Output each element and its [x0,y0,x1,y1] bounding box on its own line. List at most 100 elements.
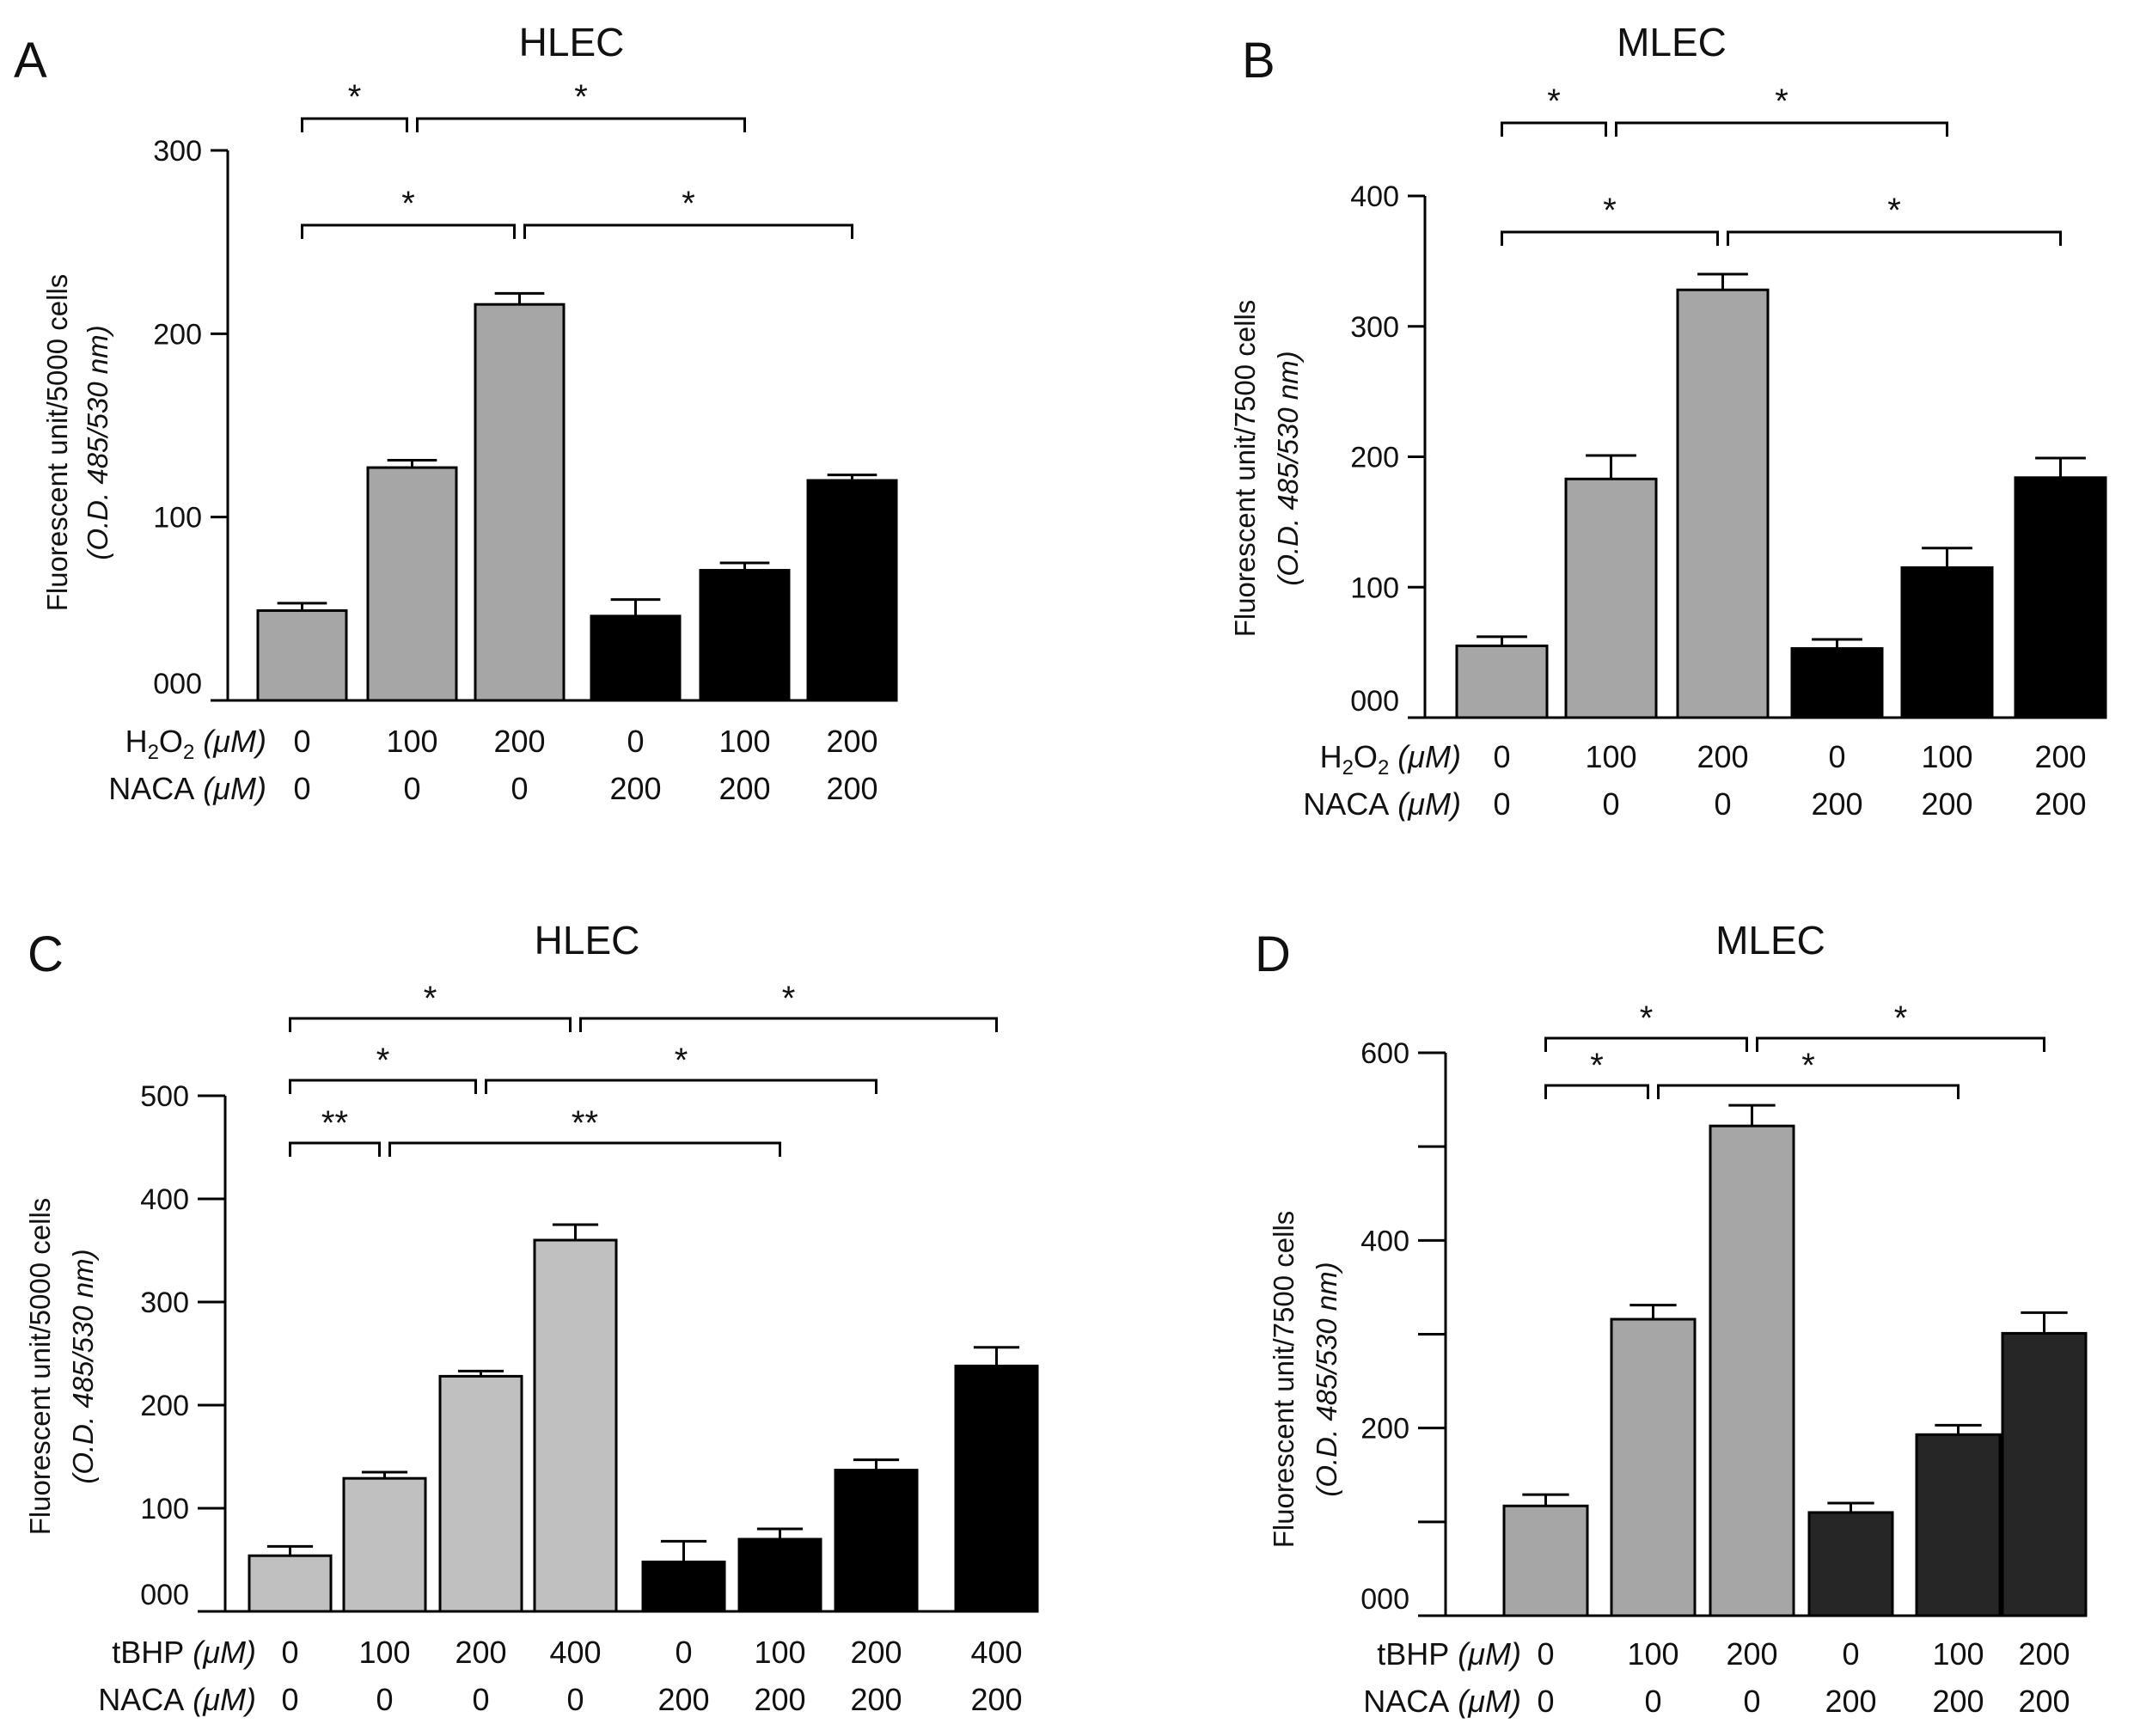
row1-label-2: 200 [455,1635,506,1670]
row1-label-3: 0 [1828,739,1845,774]
row2-label-2: 0 [511,771,528,806]
chart-title: HLEC [519,20,625,64]
significance-label-0: * [1547,83,1561,120]
y-tick-label: 400 [140,1183,189,1216]
row2-label-3: 200 [1811,786,1862,822]
y-tick-label: 000 [1360,1583,1409,1616]
y-tick-label: 300 [153,135,202,168]
row-header-2: NACA (μM) [1363,1684,1521,1719]
y-tick-label: 200 [140,1390,189,1422]
significance-bracket-1 [416,117,746,132]
bar-5 [737,1537,822,1613]
significance-bracket-0 [1501,121,1607,137]
row1-label-4: 100 [1932,1636,1984,1672]
panel-label: D [1255,926,1291,982]
significance-bracket-2 [1501,230,1719,246]
bar-7 [954,1364,1039,1613]
row2-label-5: 200 [754,1682,805,1717]
significance-bracket-0 [301,117,408,132]
row2-label-3: 0 [566,1682,584,1717]
row2-label-3: 200 [609,771,661,806]
significance-bracket-3 [1756,1036,2045,1052]
row2-label-0: 0 [1537,1684,1554,1719]
row-header-2: NACA (μM) [1303,786,1461,822]
significance-bracket-1 [388,1141,781,1157]
row1-label-2: 200 [1697,739,1748,774]
bar-2 [1676,288,1770,719]
row-header-2: NACA (μM) [98,1682,256,1717]
bar-5 [2014,476,2107,719]
row-header-1: tBHP (μM) [112,1635,256,1670]
row1-label-4: 0 [675,1635,692,1670]
row2-label-2: 0 [1714,786,1731,822]
significance-bracket-3 [1727,230,2062,246]
bar-2 [474,303,566,702]
bar-5 [2001,1331,2088,1617]
row1-label-0: 0 [1537,1636,1554,1672]
y-tick-label: 200 [1360,1413,1409,1446]
y-tick-label: 100 [140,1493,189,1525]
row2-label-1: 0 [1644,1684,1661,1719]
chart-title: HLEC [535,918,640,963]
row1-label-0: 0 [1493,739,1510,774]
significance-bracket-2 [289,1079,477,1094]
y-axis-label: Fluorescent unit/5000 cells [41,274,73,612]
significance-label-0: ** [321,1104,348,1142]
significance-bracket-3 [485,1079,877,1094]
significance-label-2: * [1603,192,1617,229]
bar-3 [590,614,682,702]
row-header-1: tBHP (μM) [1377,1636,1521,1672]
y-tick-label: 600 [1360,1037,1409,1070]
y-axis-label: Fluorescent unit/7500 cells [1268,1211,1299,1549]
y-tick-label: 400 [1360,1225,1409,1257]
significance-label-1: * [1775,83,1788,120]
bar-3 [1790,647,1884,719]
row2-label-5: 200 [826,771,877,806]
bar-4 [699,569,791,702]
bar-6 [834,1469,919,1613]
y-tick-label: 500 [140,1080,189,1113]
row2-label-0: 0 [293,771,310,806]
row1-label-1: 100 [358,1635,410,1670]
significance-label-4: * [424,980,437,1018]
significance-label-0: * [1590,1047,1604,1085]
bar-1 [342,1476,427,1613]
row2-label-0: 0 [1493,786,1510,822]
significance-bracket-2 [301,223,516,239]
row-header-1: H2O2 (μM) [1320,739,1461,779]
bar-4 [1900,565,1994,719]
y-tick-label: 100 [1350,572,1399,604]
y-tick-label: 200 [153,318,202,351]
row1-label-6: 200 [850,1635,902,1670]
row2-label-7: 200 [970,1682,1022,1717]
significance-bracket-1 [1657,1084,1960,1099]
significance-label-2: * [376,1042,390,1079]
y-tick-label: 300 [1350,311,1399,344]
chart-title: MLEC [1617,20,1727,64]
bar-0 [1455,645,1549,719]
row2-label-6: 200 [850,1682,902,1717]
significance-bracket-1 [1615,121,1948,137]
significance-label-3: * [1887,192,1901,229]
bar-0 [248,1554,333,1613]
row1-label-2: 200 [1726,1636,1777,1672]
row1-label-5: 200 [2034,739,2086,774]
significance-label-3: * [682,185,695,223]
row2-label-5: 200 [2018,1684,2070,1719]
panel-label: C [28,926,64,982]
bar-0 [1502,1504,1589,1617]
row2-label-1: 0 [1602,786,1619,822]
significance-label-5: * [782,980,796,1018]
row-header-2: NACA (μM) [108,771,266,806]
row1-label-1: 100 [386,724,437,759]
row1-label-7: 400 [970,1635,1022,1670]
row2-label-1: 0 [403,771,420,806]
row2-label-2: 0 [472,1682,489,1717]
row2-label-5: 200 [2034,786,2086,822]
row1-label-3: 400 [549,1635,601,1670]
